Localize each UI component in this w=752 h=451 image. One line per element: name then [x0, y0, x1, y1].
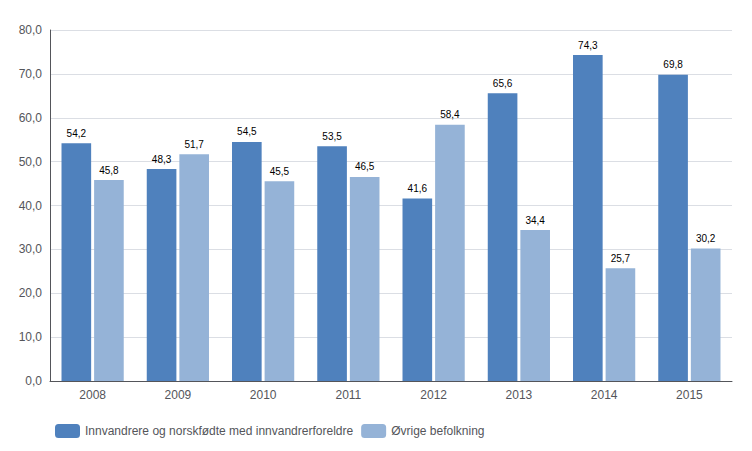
svg-text:2012: 2012 [420, 388, 447, 402]
svg-text:41,6: 41,6 [408, 183, 428, 194]
svg-text:50,0: 50,0 [19, 155, 43, 169]
svg-text:54,2: 54,2 [67, 128, 87, 139]
svg-text:30,0: 30,0 [19, 242, 43, 256]
svg-text:54,5: 54,5 [237, 126, 257, 137]
svg-text:53,5: 53,5 [322, 131, 342, 142]
svg-text:40,0: 40,0 [19, 199, 43, 213]
svg-text:58,4: 58,4 [440, 109, 460, 120]
svg-text:20,0: 20,0 [19, 286, 43, 300]
svg-text:Øvrige befolkning: Øvrige befolkning [391, 424, 484, 438]
svg-text:2015: 2015 [676, 388, 703, 402]
svg-text:2010: 2010 [250, 388, 277, 402]
svg-text:45,5: 45,5 [270, 166, 290, 177]
svg-text:2013: 2013 [506, 388, 533, 402]
svg-text:69,8: 69,8 [663, 59, 683, 70]
svg-text:74,3: 74,3 [578, 40, 598, 51]
svg-text:2009: 2009 [165, 388, 192, 402]
svg-text:25,7: 25,7 [611, 253, 631, 264]
svg-text:30,2: 30,2 [696, 233, 716, 244]
svg-text:2011: 2011 [335, 388, 361, 402]
svg-text:70,0: 70,0 [19, 67, 43, 81]
svg-text:0,0: 0,0 [25, 374, 42, 388]
svg-text:10,0: 10,0 [19, 330, 43, 344]
svg-text:2008: 2008 [79, 388, 106, 402]
svg-text:34,4: 34,4 [525, 215, 545, 226]
svg-text:Innvandrere og norskfødte med: Innvandrere og norskfødte med innvandrer… [85, 424, 353, 438]
svg-text:46,5: 46,5 [355, 161, 375, 172]
svg-text:65,6: 65,6 [493, 78, 513, 89]
svg-text:48,3: 48,3 [152, 154, 172, 165]
svg-text:45,8: 45,8 [99, 165, 119, 176]
svg-text:51,7: 51,7 [184, 139, 204, 150]
svg-text:60,0: 60,0 [19, 111, 43, 125]
svg-text:2014: 2014 [591, 388, 618, 402]
svg-text:80,0: 80,0 [19, 23, 43, 37]
